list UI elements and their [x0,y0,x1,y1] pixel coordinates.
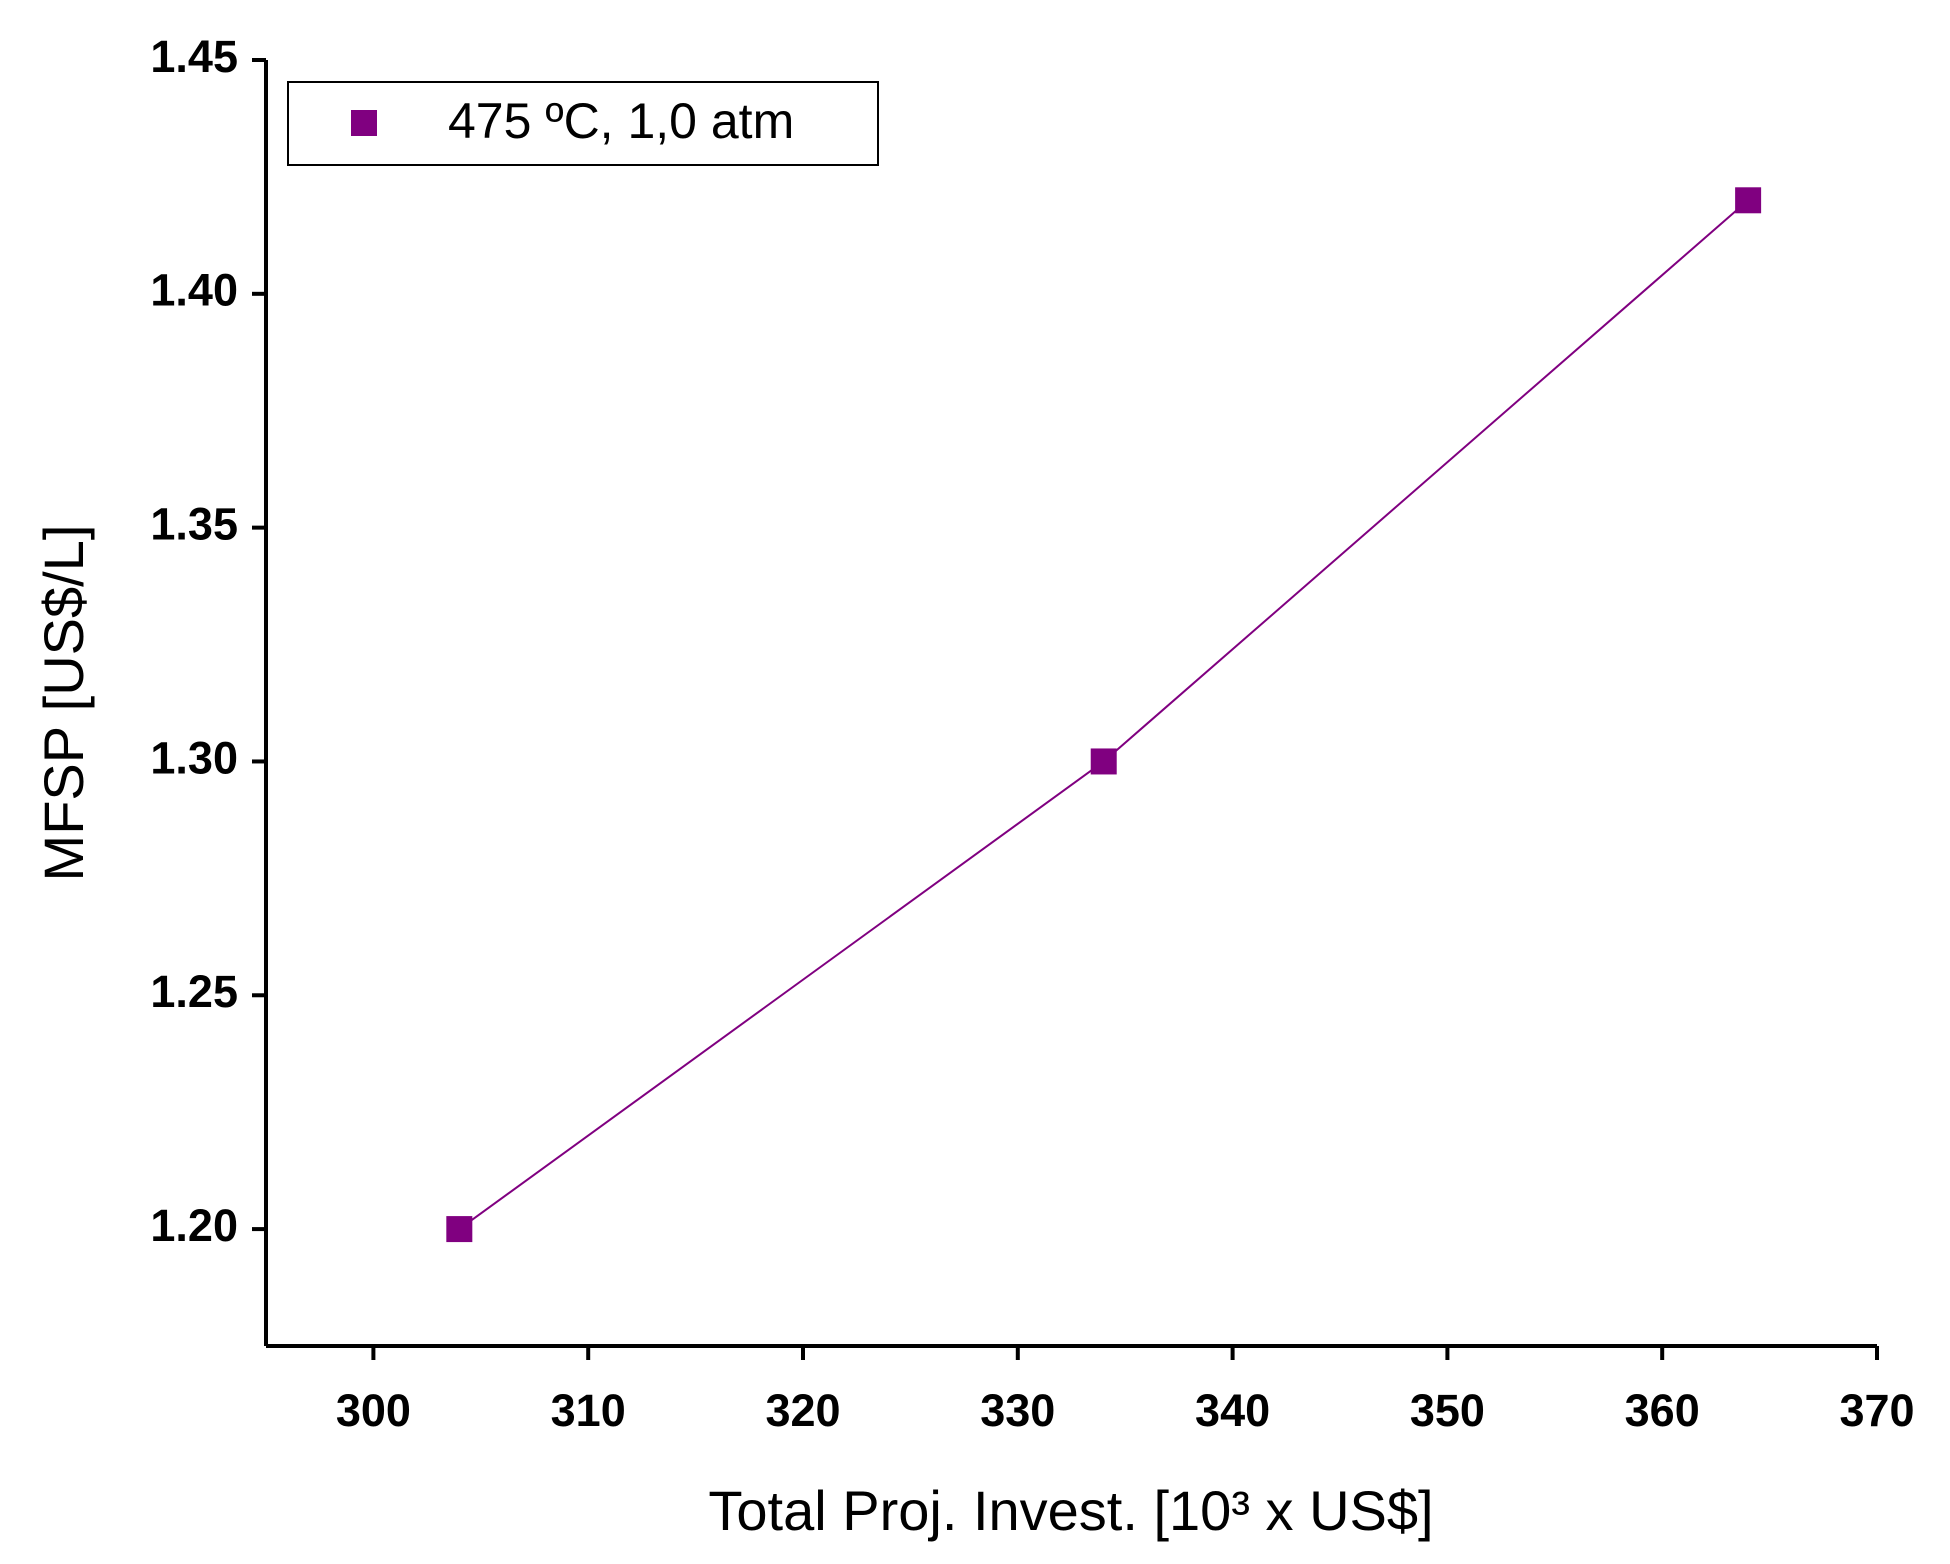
y-tick-label: 1.20 [150,1200,238,1251]
x-tick-label: 320 [765,1385,840,1436]
x-tick-label: 360 [1625,1385,1700,1436]
marker [1735,187,1762,214]
x-tick-label: 370 [1839,1385,1914,1436]
legend-box [287,81,879,166]
series-line [458,199,1749,1230]
x-tick-label: 310 [551,1385,626,1436]
y-tick-label: 1.45 [150,31,238,82]
x-tick-label: 340 [1195,1385,1270,1436]
x-tick-label: 300 [336,1385,411,1436]
x-tick-label: 350 [1410,1385,1485,1436]
y-tick-label: 1.30 [150,732,238,783]
marker [446,1216,473,1243]
legend-marker [351,110,377,136]
legend-label: 475 ºC, 1,0 atm [448,93,794,149]
x-axis-title: Total Proj. Invest. [10³ x US$] [708,1479,1433,1542]
y-tick-label: 1.40 [150,265,238,316]
y-axis-title: MFSP [US$/L] [32,525,95,882]
x-tick-label: 330 [980,1385,1055,1436]
y-tick-label: 1.25 [150,966,238,1017]
y-tick-label: 1.35 [150,499,238,550]
marker [1090,748,1117,775]
